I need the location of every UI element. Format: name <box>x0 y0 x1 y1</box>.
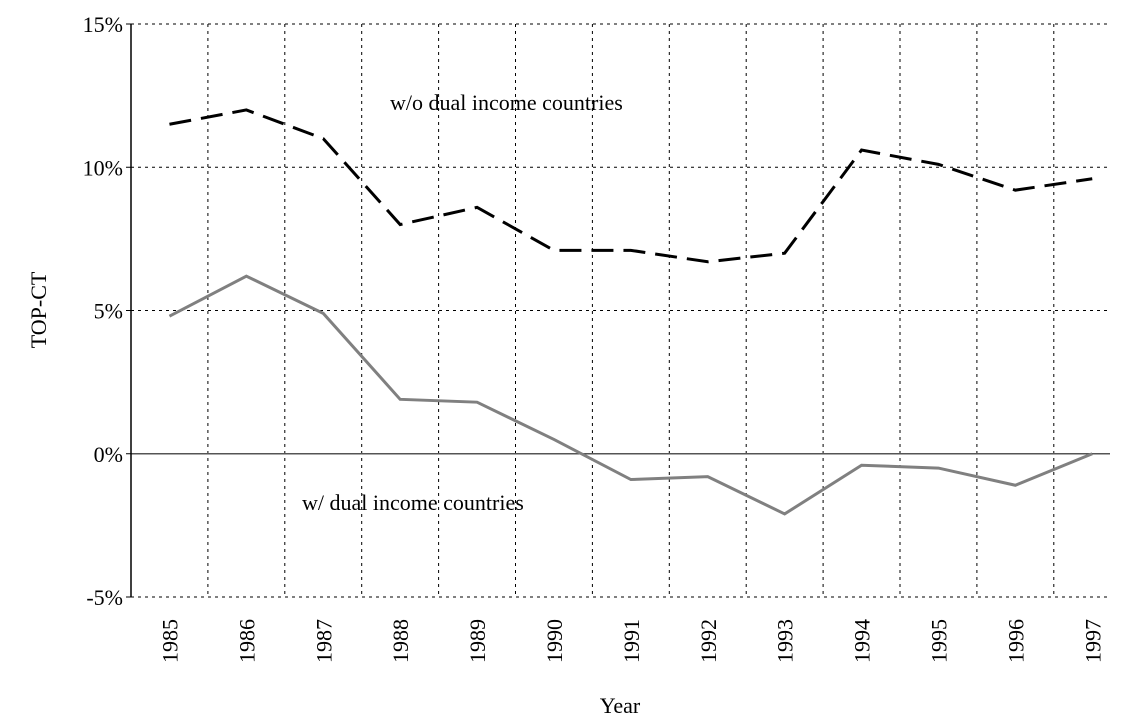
x-tick-label: 1994 <box>850 619 875 663</box>
x-tick-label: 1996 <box>1003 619 1028 663</box>
y-tick-label: 15% <box>83 12 123 37</box>
x-tick-label: 1988 <box>388 619 413 663</box>
x-tick-label: 1992 <box>696 619 721 663</box>
series-annotation: w/ dual income countries <box>302 490 524 515</box>
x-axis-label: Year <box>600 693 641 718</box>
x-tick-label: 1991 <box>619 619 644 663</box>
x-tick-label: 1990 <box>542 619 567 663</box>
y-tick-label: 0% <box>94 442 123 467</box>
series-line <box>169 108 1093 264</box>
x-tick-label: 1987 <box>311 619 336 663</box>
y-tick-label: -5% <box>86 585 123 610</box>
x-tick-label: 1986 <box>234 619 259 663</box>
y-tick-label: 10% <box>83 155 123 180</box>
series-line <box>168 274 1093 516</box>
x-tick-label: 1993 <box>773 619 798 663</box>
x-tick-label: 1997 <box>1080 619 1105 663</box>
x-tick-label: 1985 <box>157 619 182 663</box>
x-tick-label: 1995 <box>926 619 951 663</box>
y-axis-label: TOP-CT <box>26 271 51 348</box>
series-annotation: w/o dual income countries <box>390 90 623 115</box>
y-tick-label: 5% <box>94 299 123 324</box>
x-tick-label: 1989 <box>465 619 490 663</box>
